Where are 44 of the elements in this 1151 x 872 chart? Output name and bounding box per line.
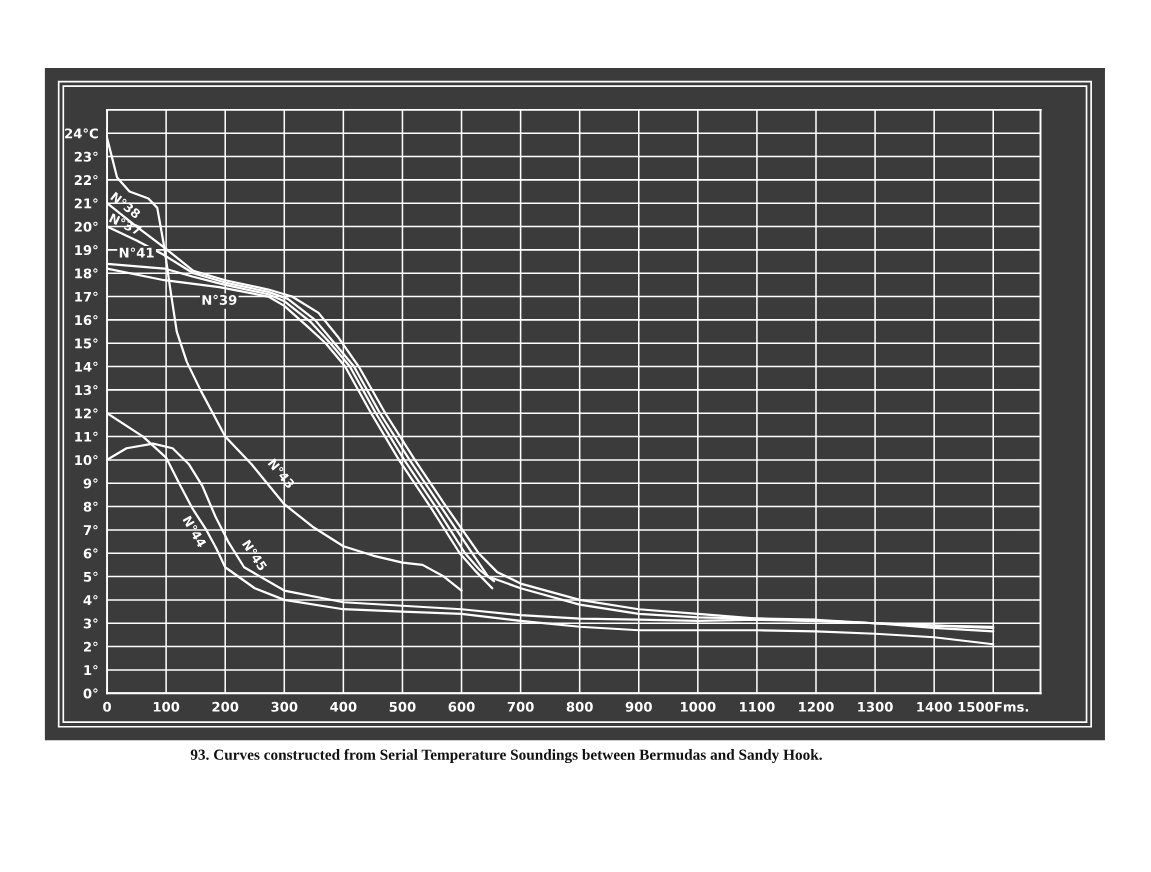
y-tick-label: 7° [83, 525, 98, 535]
x-tick-label: 1000 [680, 701, 716, 712]
x-tick-label: 400 [330, 701, 357, 712]
x-tick-label: 300 [271, 701, 298, 712]
x-tick-label: 0 [103, 701, 111, 712]
y-tick-label: 4° [83, 595, 98, 605]
series-label: N°41 [119, 247, 154, 258]
y-tick-label: 5° [83, 571, 98, 582]
x-tick-label: 100 [153, 701, 180, 712]
y-tick-label: 22° [74, 175, 98, 185]
y-tick-label: 12° [75, 408, 98, 419]
y-tick-label: 3° [83, 618, 98, 629]
x-tick-label: 600 [448, 701, 475, 712]
series-label: N°39 [202, 294, 237, 305]
y-tick-label: 8° [83, 501, 98, 512]
x-tick-label: 700 [507, 701, 534, 712]
y-tick-label: 1° [84, 665, 98, 675]
y-tick-label: 17° [75, 291, 98, 302]
y-tick-label: 9° [83, 478, 98, 489]
x-tick-label: 500 [389, 701, 416, 712]
y-tick-label: 2° [83, 641, 98, 652]
x-tick-label: 1400 [917, 701, 952, 712]
y-tick-label: 16° [75, 315, 98, 326]
x-tick-label: 1500Fms. [958, 701, 1029, 712]
y-tick-label: 11° [75, 431, 98, 442]
y-tick-label: 10° [75, 455, 98, 466]
y-tick-label: 15° [75, 338, 98, 349]
x-tick-label: 1300 [858, 701, 893, 712]
y-tick-label: 20° [74, 221, 98, 232]
y-tick-label: 6° [83, 548, 98, 559]
y-tick-label: 18° [75, 268, 98, 279]
y-tick-label: 19° [75, 245, 98, 256]
y-tick-label: 21° [74, 198, 98, 209]
x-tick-label: 900 [625, 701, 652, 712]
text: 93. Curves constructed from Serial Temperature Soundings between Bermudas and Sandy Hook. [190, 748, 822, 764]
y-tick-label: 0° [83, 688, 98, 699]
y-tick-label: 23° [74, 151, 98, 162]
y-tick-label: 14° [75, 361, 98, 372]
x-tick-label: 1100 [740, 701, 775, 712]
y-tick-label: 13° [75, 385, 98, 396]
y-tick-label: 24°C [65, 128, 98, 139]
x-tick-label: 200 [212, 701, 239, 712]
x-tick-label: 800 [566, 701, 593, 712]
x-tick-label: 1200 [799, 701, 834, 712]
